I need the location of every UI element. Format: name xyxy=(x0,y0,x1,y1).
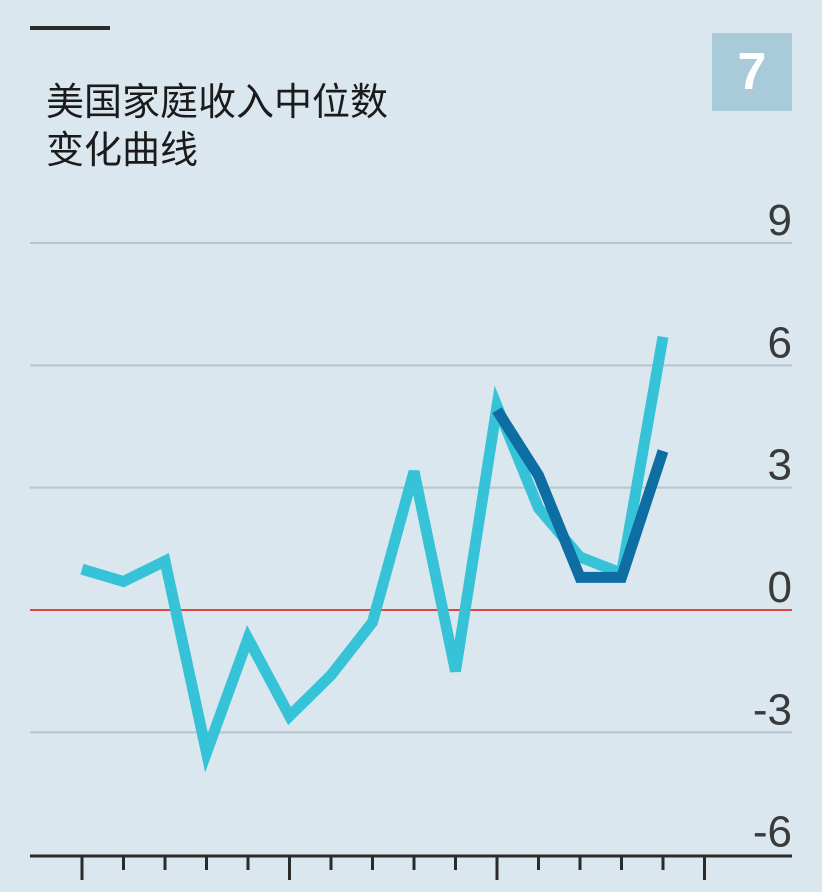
chart-number-badge: 7 xyxy=(712,33,792,111)
y-tick-label: 6 xyxy=(768,318,792,367)
y-tick-label: 9 xyxy=(768,196,792,245)
y-tick-label: -6 xyxy=(753,808,792,857)
series-line-light xyxy=(80,335,669,773)
chart-title-line-2: 变化曲线 xyxy=(46,128,199,172)
series-line-dark xyxy=(492,407,669,583)
y-tick-label: 3 xyxy=(768,441,792,490)
header-rule xyxy=(30,26,110,30)
chart-title-line-1: 美国家庭收入中位数 xyxy=(46,80,389,124)
y-tick-label: -3 xyxy=(753,685,792,734)
chart-title: 美国家庭收入中位数 变化曲线 xyxy=(46,78,388,174)
y-tick-label: 0 xyxy=(768,563,792,612)
